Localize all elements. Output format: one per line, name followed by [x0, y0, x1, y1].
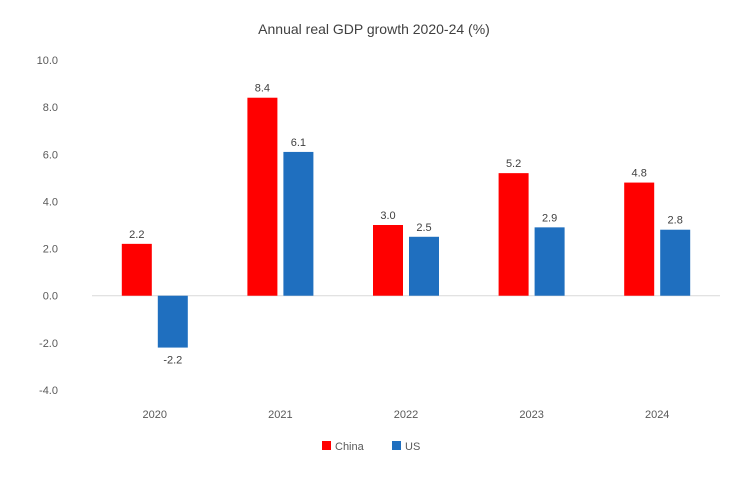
- legend-swatch-us: [392, 441, 401, 450]
- bar-us-2021: [283, 151, 314, 296]
- x-tick-label: 2023: [519, 409, 543, 421]
- legend-label-us: US: [405, 441, 420, 453]
- x-tick-label: 2021: [268, 409, 292, 421]
- legend-label-china: China: [335, 441, 365, 453]
- x-tick-label: 2020: [143, 409, 167, 421]
- y-tick-label: -4.0: [39, 385, 58, 397]
- bar-us-2022: [409, 236, 439, 296]
- bar-china-2022: [373, 225, 403, 296]
- x-tick-label: 2024: [645, 409, 669, 421]
- data-label-china-2021: 8.4: [255, 83, 270, 95]
- data-label-us-2021: 6.1: [291, 137, 306, 149]
- data-label-us-2024: 2.8: [668, 215, 683, 227]
- data-label-us-2023: 2.9: [542, 212, 557, 224]
- data-label-china-2024: 4.8: [632, 168, 647, 180]
- y-tick-label: 4.0: [43, 196, 58, 208]
- bar-china-2020: [121, 243, 152, 296]
- bars: [121, 97, 691, 348]
- data-label-china-2020: 2.2: [129, 229, 144, 241]
- y-tick-label: 8.0: [43, 102, 58, 114]
- bar-china-2024: [624, 182, 655, 296]
- data-labels: 2.2 -2.2 8.4 6.1 3.0 2.5 5.2 2.9 4.8 2.8: [129, 83, 683, 367]
- data-label-us-2022: 2.5: [416, 222, 431, 234]
- bar-us-2023: [534, 227, 565, 296]
- data-label-us-2020: -2.2: [163, 355, 182, 367]
- y-tick-label: 10.0: [37, 55, 58, 67]
- y-tick-label: 6.0: [43, 149, 58, 161]
- y-axis: 10.0 8.0 6.0 4.0 2.0 0.0 -2.0 -4.0: [37, 55, 58, 397]
- chart-title: Annual real GDP growth 2020-24 (%): [258, 21, 490, 37]
- x-axis: 2020 2021 2022 2023 2024: [143, 409, 670, 421]
- bar-china-2023: [498, 173, 529, 296]
- bar-us-2024: [660, 229, 691, 296]
- x-tick-label: 2022: [394, 409, 418, 421]
- data-label-china-2022: 3.0: [380, 210, 395, 222]
- y-tick-label: 0.0: [43, 291, 58, 303]
- legend: China US: [322, 441, 420, 453]
- legend-swatch-china: [322, 441, 331, 450]
- y-tick-label: 2.0: [43, 244, 58, 256]
- y-tick-label: -2.0: [39, 338, 58, 350]
- bar-us-2020: [157, 295, 188, 348]
- data-label-china-2023: 5.2: [506, 158, 521, 170]
- bar-china-2021: [247, 97, 278, 296]
